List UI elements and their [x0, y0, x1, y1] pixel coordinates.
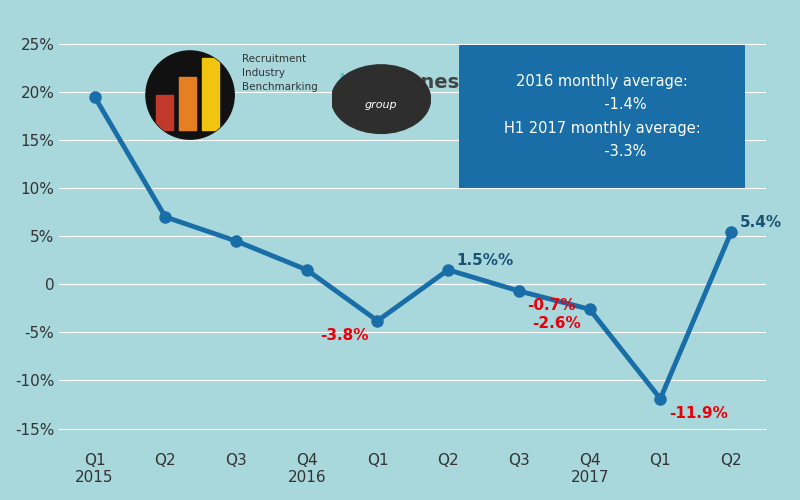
Text: -2.6%: -2.6% — [532, 316, 581, 331]
Text: blue: blue — [338, 72, 386, 92]
Text: 2016 monthly average:
          -1.4%
H1 2017 monthly average:
          -3.3%: 2016 monthly average: -1.4% H1 2017 mont… — [504, 74, 700, 160]
Text: Recruitment
Industry
Benchmarking: Recruitment Industry Benchmarking — [242, 54, 318, 92]
Text: -3.8%: -3.8% — [321, 328, 369, 342]
Text: -11.9%: -11.9% — [669, 406, 728, 420]
Text: stones: stones — [386, 72, 459, 92]
Text: 1.5%%: 1.5%% — [457, 252, 514, 268]
Text: 5.4%: 5.4% — [739, 215, 782, 230]
Text: -0.7%: -0.7% — [527, 298, 576, 313]
FancyBboxPatch shape — [459, 46, 746, 188]
